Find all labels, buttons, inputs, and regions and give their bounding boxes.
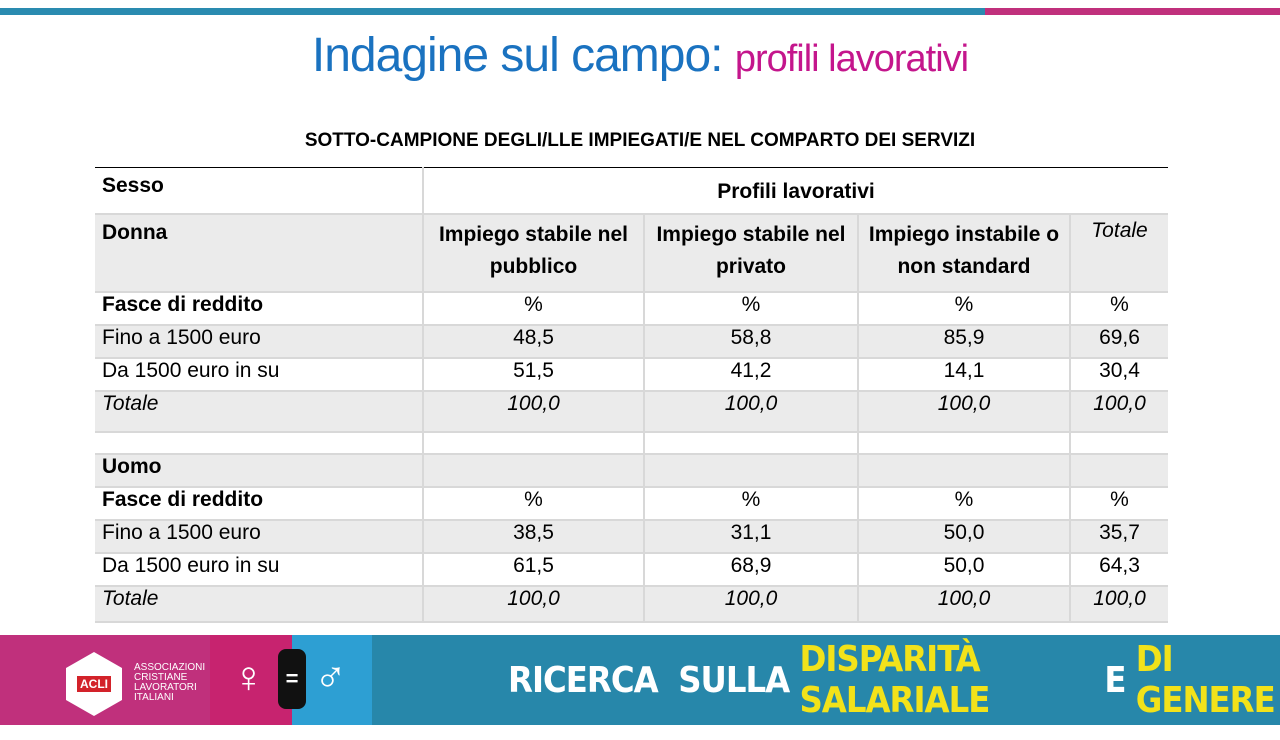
unit-cell: % (857, 290, 1071, 326)
unit-cell: % (643, 290, 859, 326)
association-name: ASSOCIAZIONI CRISTIANE LAVORATORI ITALIANI (134, 662, 206, 703)
male-symbol-icon: ♂ (314, 653, 347, 702)
row-label: Da 1500 euro in su (95, 551, 424, 587)
value-cell: 100,0 (422, 389, 645, 433)
profili-header: Profili lavorativi (422, 167, 1168, 214)
column-header: Impiego instabile o non standard (857, 212, 1071, 293)
fasce-label: Fasce di reddito (95, 485, 424, 521)
banner-text: RICERCA SULLA DISPARITÀ SALARIALE E DI G… (372, 635, 1280, 725)
unit-cell: % (1069, 485, 1168, 521)
spacer-row (95, 430, 1168, 455)
uomo-row: Uomo (95, 452, 1168, 488)
value-cell: 100,0 (643, 389, 859, 433)
value-cell: 48,5 (422, 323, 645, 359)
value-cell: 64,3 (1069, 551, 1168, 587)
header-row: Sesso Profili lavorativi (95, 167, 1168, 214)
row-label: Fino a 1500 euro (95, 323, 424, 359)
table-subtitle: SOTTO-CAMPIONE DEGLI/LLE IMPIEGATI/E NEL… (304, 130, 976, 151)
acli-logo: ACLI (66, 652, 122, 716)
value-cell: 61,5 (422, 551, 645, 587)
column-header: Impiego stabile nel privato (643, 212, 859, 293)
table-row: Fino a 1500 euro 38,5 31,1 50,0 35,7 (95, 518, 1168, 554)
value-cell: 35,7 (1069, 518, 1168, 554)
value-cell: 100,0 (857, 389, 1071, 433)
value-cell: 30,4 (1069, 356, 1168, 392)
unit-cell: % (1069, 290, 1168, 326)
unit-cell: % (857, 485, 1071, 521)
value-cell: 14,1 (857, 356, 1071, 392)
column-header-row: Donna Impiego stabile nel pubblico Impie… (95, 212, 1168, 293)
unit-cell: % (643, 485, 859, 521)
unit-cell: % (422, 290, 645, 326)
data-table: Sesso Profili lavorativi Donna Impiego s… (95, 167, 1168, 623)
top-accent-bar (0, 8, 1280, 15)
row-label: Totale (95, 389, 424, 433)
page-title: Indagine sul campo: profili lavorativi (311, 29, 969, 82)
row-label: Totale (95, 584, 424, 623)
value-cell: 68,9 (643, 551, 859, 587)
footer-banner: ACLI ASSOCIAZIONI CRISTIANE LAVORATORI ITAL… (0, 635, 1280, 725)
row-label: Da 1500 euro in su (95, 356, 424, 392)
table-row: Totale 100,0 100,0 100,0 100,0 (95, 389, 1168, 433)
column-header: Impiego stabile nel pubblico (422, 212, 645, 293)
value-cell: 38,5 (422, 518, 645, 554)
value-cell: 85,9 (857, 323, 1071, 359)
value-cell: 69,6 (1069, 323, 1168, 359)
value-cell: 100,0 (422, 584, 645, 623)
column-header: Totale (1069, 212, 1168, 293)
value-cell: 51,5 (422, 356, 645, 392)
table-row: Da 1500 euro in su 51,5 41,2 14,1 30,4 (95, 356, 1168, 392)
value-cell: 100,0 (857, 584, 1071, 623)
female-symbol-icon: ♀ (232, 653, 265, 702)
unit-cell: % (422, 485, 645, 521)
value-cell: 50,0 (857, 518, 1071, 554)
value-cell: 58,8 (643, 323, 859, 359)
table-row: Totale 100,0 100,0 100,0 100,0 (95, 584, 1168, 623)
value-cell: 100,0 (1069, 389, 1168, 433)
table-row: Da 1500 euro in su 61,5 68,9 50,0 64,3 (95, 551, 1168, 587)
value-cell: 31,1 (643, 518, 859, 554)
fasce-row: Fasce di reddito%%%% (95, 290, 1168, 326)
fasce-row: Fasce di reddito%%%% (95, 485, 1168, 521)
table-row: Fino a 1500 euro 48,5 58,8 85,9 69,6 (95, 323, 1168, 359)
sesso-header: Sesso (95, 167, 424, 214)
value-cell: 100,0 (1069, 584, 1168, 623)
value-cell: 50,0 (857, 551, 1071, 587)
fasce-label: Fasce di reddito (95, 290, 424, 326)
value-cell: 100,0 (643, 584, 859, 623)
value-cell: 41,2 (643, 356, 859, 392)
donna-label: Donna (95, 212, 424, 293)
row-label: Fino a 1500 euro (95, 518, 424, 554)
uomo-label: Uomo (95, 452, 424, 488)
equals-icon: = (278, 649, 306, 709)
